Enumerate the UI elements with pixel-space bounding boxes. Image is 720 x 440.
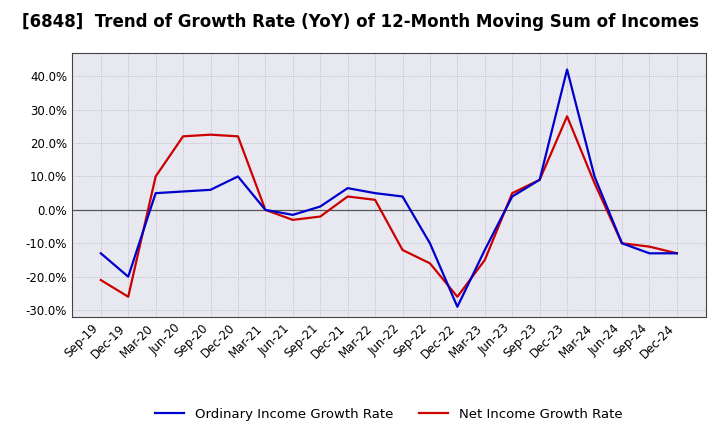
- Net Income Growth Rate: [480, 257, 489, 263]
- Ordinary Income Growth Rate: [151, 191, 160, 196]
- Ordinary Income Growth Rate: [289, 212, 297, 217]
- Net Income Growth Rate: [618, 241, 626, 246]
- Net Income Growth Rate: [398, 247, 407, 253]
- Text: [6848]  Trend of Growth Rate (YoY) of 12-Month Moving Sum of Incomes: [6848] Trend of Growth Rate (YoY) of 12-…: [22, 13, 698, 31]
- Net Income Growth Rate: [233, 134, 242, 139]
- Net Income Growth Rate: [289, 217, 297, 223]
- Net Income Growth Rate: [343, 194, 352, 199]
- Ordinary Income Growth Rate: [316, 204, 325, 209]
- Net Income Growth Rate: [426, 260, 434, 266]
- Net Income Growth Rate: [179, 134, 187, 139]
- Net Income Growth Rate: [563, 114, 572, 119]
- Net Income Growth Rate: [316, 214, 325, 219]
- Ordinary Income Growth Rate: [206, 187, 215, 192]
- Ordinary Income Growth Rate: [398, 194, 407, 199]
- Line: Net Income Growth Rate: Net Income Growth Rate: [101, 116, 677, 297]
- Ordinary Income Growth Rate: [96, 251, 105, 256]
- Ordinary Income Growth Rate: [179, 189, 187, 194]
- Ordinary Income Growth Rate: [343, 186, 352, 191]
- Ordinary Income Growth Rate: [590, 174, 599, 179]
- Ordinary Income Growth Rate: [672, 251, 681, 256]
- Net Income Growth Rate: [371, 197, 379, 202]
- Ordinary Income Growth Rate: [453, 304, 462, 309]
- Legend: Ordinary Income Growth Rate, Net Income Growth Rate: Ordinary Income Growth Rate, Net Income …: [150, 403, 628, 426]
- Net Income Growth Rate: [206, 132, 215, 137]
- Net Income Growth Rate: [261, 207, 270, 213]
- Net Income Growth Rate: [672, 251, 681, 256]
- Net Income Growth Rate: [508, 191, 516, 196]
- Net Income Growth Rate: [645, 244, 654, 249]
- Net Income Growth Rate: [96, 277, 105, 282]
- Net Income Growth Rate: [151, 174, 160, 179]
- Net Income Growth Rate: [453, 294, 462, 299]
- Ordinary Income Growth Rate: [233, 174, 242, 179]
- Ordinary Income Growth Rate: [480, 247, 489, 253]
- Ordinary Income Growth Rate: [508, 194, 516, 199]
- Ordinary Income Growth Rate: [426, 241, 434, 246]
- Net Income Growth Rate: [124, 294, 132, 299]
- Ordinary Income Growth Rate: [563, 67, 572, 72]
- Net Income Growth Rate: [590, 180, 599, 186]
- Ordinary Income Growth Rate: [536, 177, 544, 183]
- Ordinary Income Growth Rate: [371, 191, 379, 196]
- Ordinary Income Growth Rate: [618, 241, 626, 246]
- Line: Ordinary Income Growth Rate: Ordinary Income Growth Rate: [101, 70, 677, 307]
- Ordinary Income Growth Rate: [645, 251, 654, 256]
- Ordinary Income Growth Rate: [261, 207, 270, 213]
- Net Income Growth Rate: [536, 177, 544, 183]
- Ordinary Income Growth Rate: [124, 274, 132, 279]
